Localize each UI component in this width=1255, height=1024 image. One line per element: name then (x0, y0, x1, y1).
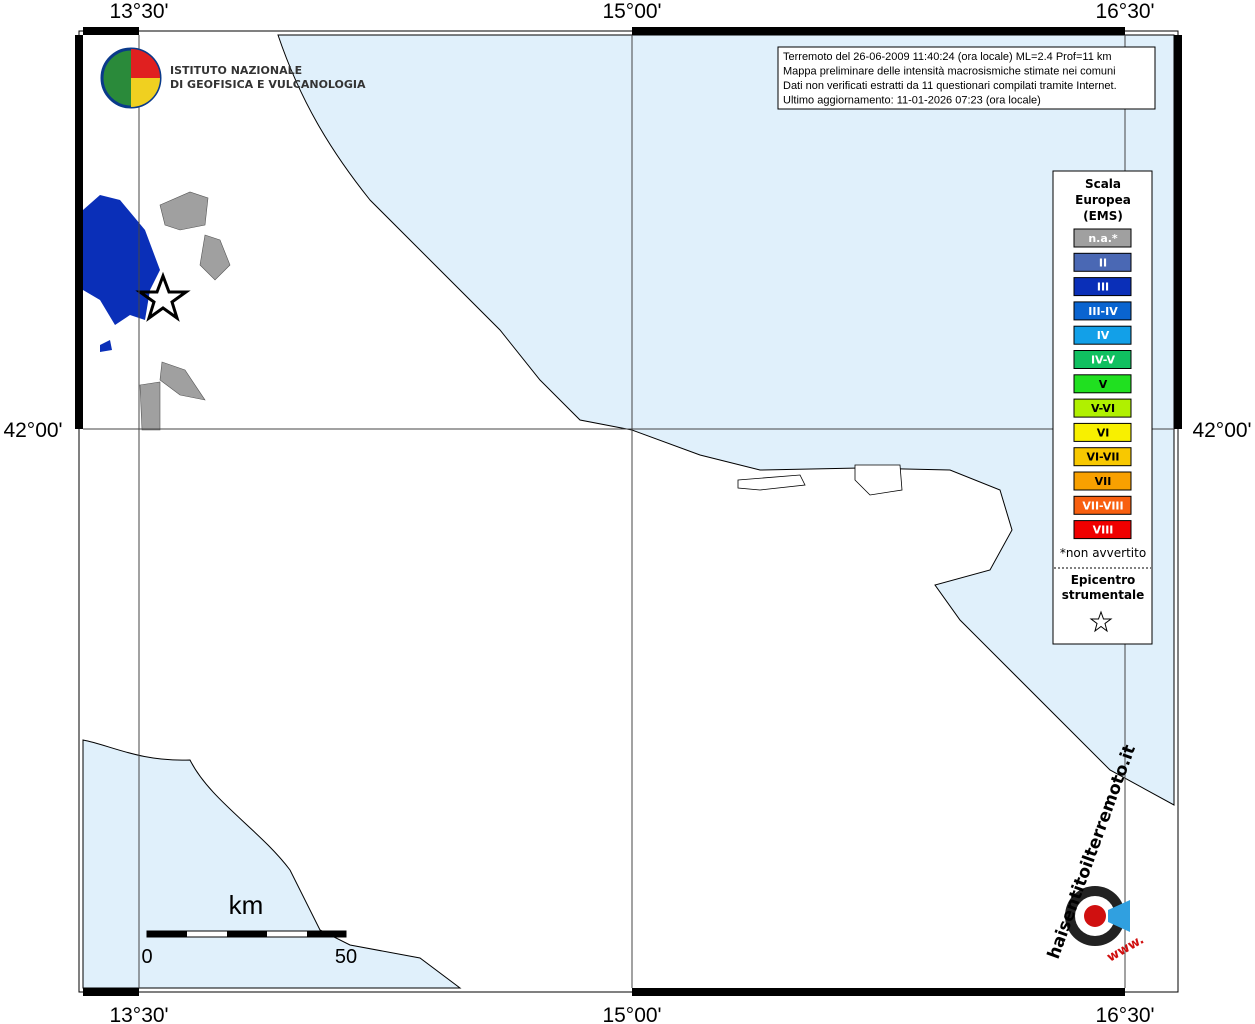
info-box (777, 46, 1156, 110)
scale-bar (227, 931, 267, 937)
band (83, 27, 139, 35)
scale-label: 50 (335, 946, 357, 968)
lon-label: 15°00' (602, 1004, 661, 1024)
intensity-area-na (159, 191, 209, 231)
legend-label: III (1097, 281, 1109, 294)
legend-label: III-IV (1088, 305, 1118, 318)
legend-swatch (1073, 495, 1132, 515)
legend-epicenter: strumentale (1062, 588, 1145, 602)
frame (78, 30, 1179, 993)
info-line: Ultimo aggiornamento: 11-01-2026 07:23 (… (783, 95, 1041, 107)
logo-text: DI GEOFISICA E VULCANOLOGIA (170, 78, 366, 91)
legend-swatch (1073, 520, 1132, 540)
legend-label: VII (1095, 475, 1112, 488)
legend-swatch (1073, 301, 1132, 321)
legend-swatch (1073, 471, 1132, 491)
legend-label: IV (1097, 329, 1110, 342)
legend-swatch (1073, 447, 1132, 467)
legend: ScalaEuropea(EMS)n.a.*IIIIIIII-IVIVIV-VV… (1060, 177, 1146, 602)
legend-label: V (1099, 378, 1108, 391)
legend-label: V-VI (1091, 402, 1115, 415)
legend-label: II (1099, 256, 1107, 269)
info-line: Mappa preliminare delle intensità macros… (783, 66, 1116, 78)
legend-swatch (1073, 374, 1132, 394)
band (75, 35, 83, 429)
legend-label: VIII (1093, 524, 1114, 537)
watermark-logo (1084, 905, 1106, 927)
legend-swatch (1073, 398, 1132, 418)
legend-label: VI (1097, 426, 1110, 439)
legend-swatch (1073, 325, 1132, 345)
lat-label: 42°00' (1192, 419, 1251, 442)
band (83, 988, 139, 996)
lon-label: 13°30' (109, 1004, 168, 1024)
intensity-area-na (139, 361, 206, 431)
legend-title: Europea (1075, 193, 1131, 207)
logo-text: ISTITUTO NAZIONALE (170, 64, 302, 77)
scale-bar (147, 931, 187, 937)
legend-swatch (1073, 252, 1132, 272)
lon-label: 13°30' (109, 0, 168, 23)
watermark-logo (1108, 900, 1130, 932)
lake (854, 464, 903, 496)
legend-title: Scala (1085, 177, 1121, 191)
scale-unit: km (229, 890, 264, 920)
intensity-area-na (199, 234, 231, 281)
legend-star (1089, 610, 1113, 633)
legend-note: *non avvertito (1060, 546, 1146, 560)
band (632, 27, 1125, 35)
sea-tyrrhenian (82, 739, 462, 989)
legend-title: (EMS) (1083, 209, 1123, 223)
lon-label: 15°00' (602, 0, 661, 23)
scale-label: 0 (141, 946, 152, 968)
lat-label: 42°00' (3, 419, 62, 442)
legend-label: VII-VIII (1082, 499, 1123, 512)
logo-globe (131, 78, 160, 107)
band (1174, 35, 1182, 429)
legend-swatch (1073, 277, 1132, 297)
scale-bar (307, 931, 346, 937)
sea-adriatic (277, 34, 1175, 806)
band (632, 988, 1125, 996)
info-line: Dati non verificati estratti da 11 quest… (783, 80, 1117, 92)
info-line: Terremoto del 26-06-2009 11:40:24 (ora l… (783, 51, 1112, 63)
epicenter-star (135, 271, 191, 322)
logo-globe (131, 49, 160, 78)
lon-label: 16°30' (1095, 1004, 1154, 1024)
legend-swatch (1073, 228, 1132, 248)
frame-bands (75, 27, 1182, 996)
intensity-area-iii (100, 340, 112, 352)
legend-label: IV-V (1091, 354, 1116, 367)
legend-swatch (1073, 350, 1132, 369)
legend-epicenter: Epicentro (1071, 573, 1136, 587)
legend-label: VI-VII (1086, 451, 1119, 464)
info-lines: Terremoto del 26-06-2009 11:40:24 (ora l… (783, 51, 1117, 107)
lake (737, 474, 806, 491)
legend-label: n.a.* (1088, 232, 1118, 245)
legend-swatch (1073, 422, 1132, 442)
lon-label: 16°30' (1095, 0, 1154, 23)
